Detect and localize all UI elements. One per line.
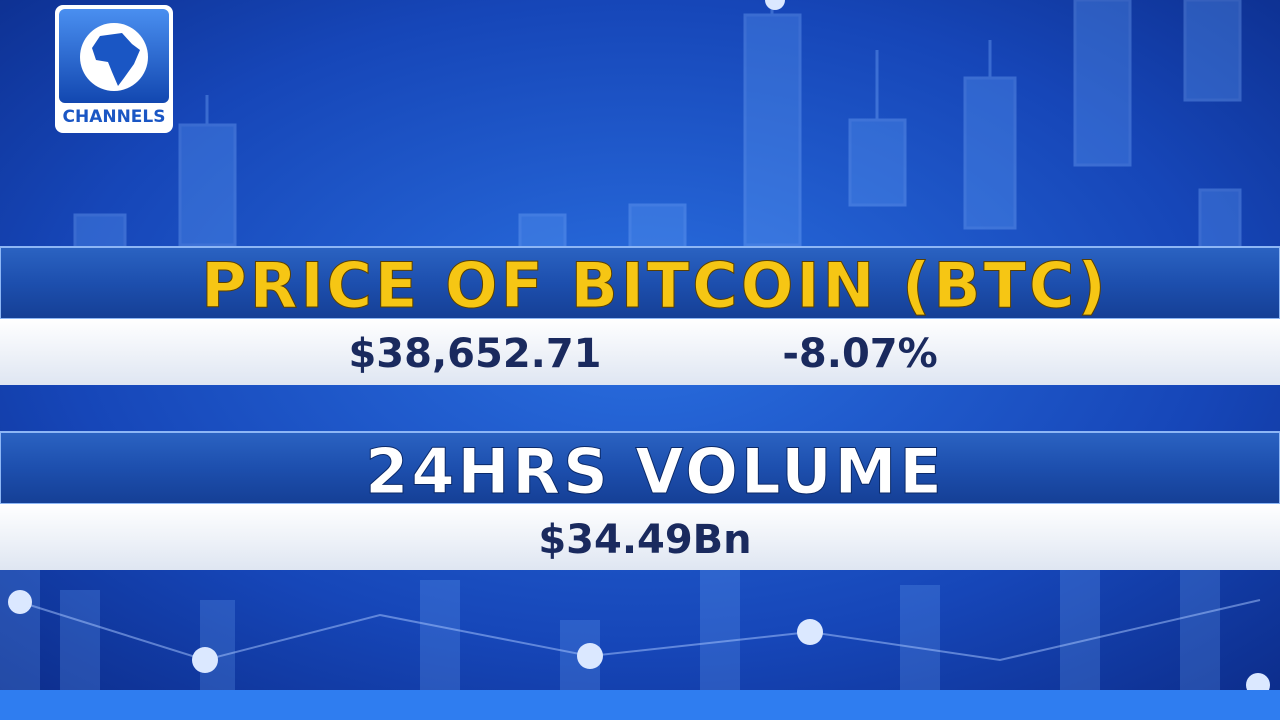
volume-value: $34.49Bn	[538, 517, 751, 563]
price-change: -8.07%	[782, 331, 937, 377]
volume-value-band	[0, 504, 1280, 570]
price-panel: PRICE OF BITCOIN (BTC) $38,652.71 -8.07%	[0, 246, 1280, 385]
volume-title-band	[0, 431, 1280, 505]
logo-text: CHANNELS	[62, 107, 165, 127]
decor-line	[8, 0, 1270, 697]
bottom-strip	[0, 690, 1280, 720]
price-value: $38,652.71	[348, 331, 601, 377]
logo: CHANNELS	[55, 5, 173, 133]
decor-bars	[0, 560, 1220, 690]
price-value-band	[0, 319, 1280, 385]
volume-title: 24HRS VOLUME	[365, 435, 944, 508]
price-title: PRICE OF BITCOIN (BTC)	[201, 249, 1108, 322]
volume-panel: 24HRS VOLUME $34.49Bn	[0, 431, 1280, 570]
logo-africa	[92, 33, 140, 86]
